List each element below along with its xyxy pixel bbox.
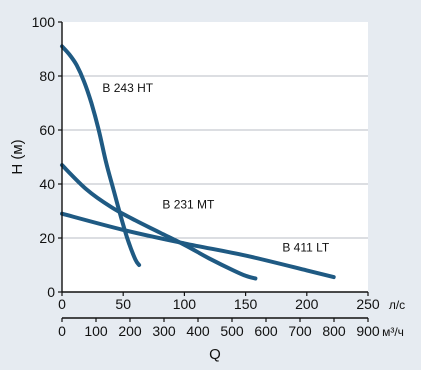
x-tick-label-secondary: 900 [356,323,380,339]
labels-group: 0 20 40 60 80 100 0 50 100 150 200 250 л/с 0 100 200 300… [9,14,405,363]
x-tick-label-primary: 0 [58,296,66,312]
series-label: B 411 LT [282,241,330,255]
y-tick-label: 0 [47,284,55,300]
x-tick-label-secondary: 100 [84,323,108,339]
x-tick-label-secondary: 400 [186,323,210,339]
series-line [60,163,258,281]
x-unit-primary: л/с [389,298,405,312]
x-unit-secondary: м³/ч [382,325,404,339]
y-tick-label: 80 [39,68,55,84]
series-group [60,44,336,281]
x-tick-label-primary: 100 [173,296,197,312]
series-line [60,211,336,280]
x-tick-label-secondary: 600 [254,323,278,339]
x-axis-title: Q [209,346,221,363]
series-label: B 231 MT [162,197,215,211]
x-tick-label-primary: 200 [295,296,319,312]
plot-area [62,22,368,292]
x-tick-label-secondary: 700 [288,323,312,339]
y-tick-label: 60 [39,122,55,138]
x-tick-label-secondary: 800 [322,323,346,339]
x-tick-label-secondary: 200 [118,323,142,339]
x-tick-label-secondary: 0 [58,323,66,339]
x-tick-label-primary: 150 [234,296,258,312]
y-axis-title: H (м) [9,139,26,174]
x-tick-label-secondary: 500 [220,323,244,339]
series-label: B 243 HT [102,81,153,95]
y-tick-label: 40 [39,176,55,192]
x-tick-label-primary: 50 [115,296,131,312]
axes-group [58,21,369,322]
y-tick-label: 20 [39,230,55,246]
x-tick-label-secondary: 300 [152,323,176,339]
series-line [60,44,142,267]
y-tick-label: 100 [32,14,56,30]
x-tick-label-primary: 250 [356,296,380,312]
